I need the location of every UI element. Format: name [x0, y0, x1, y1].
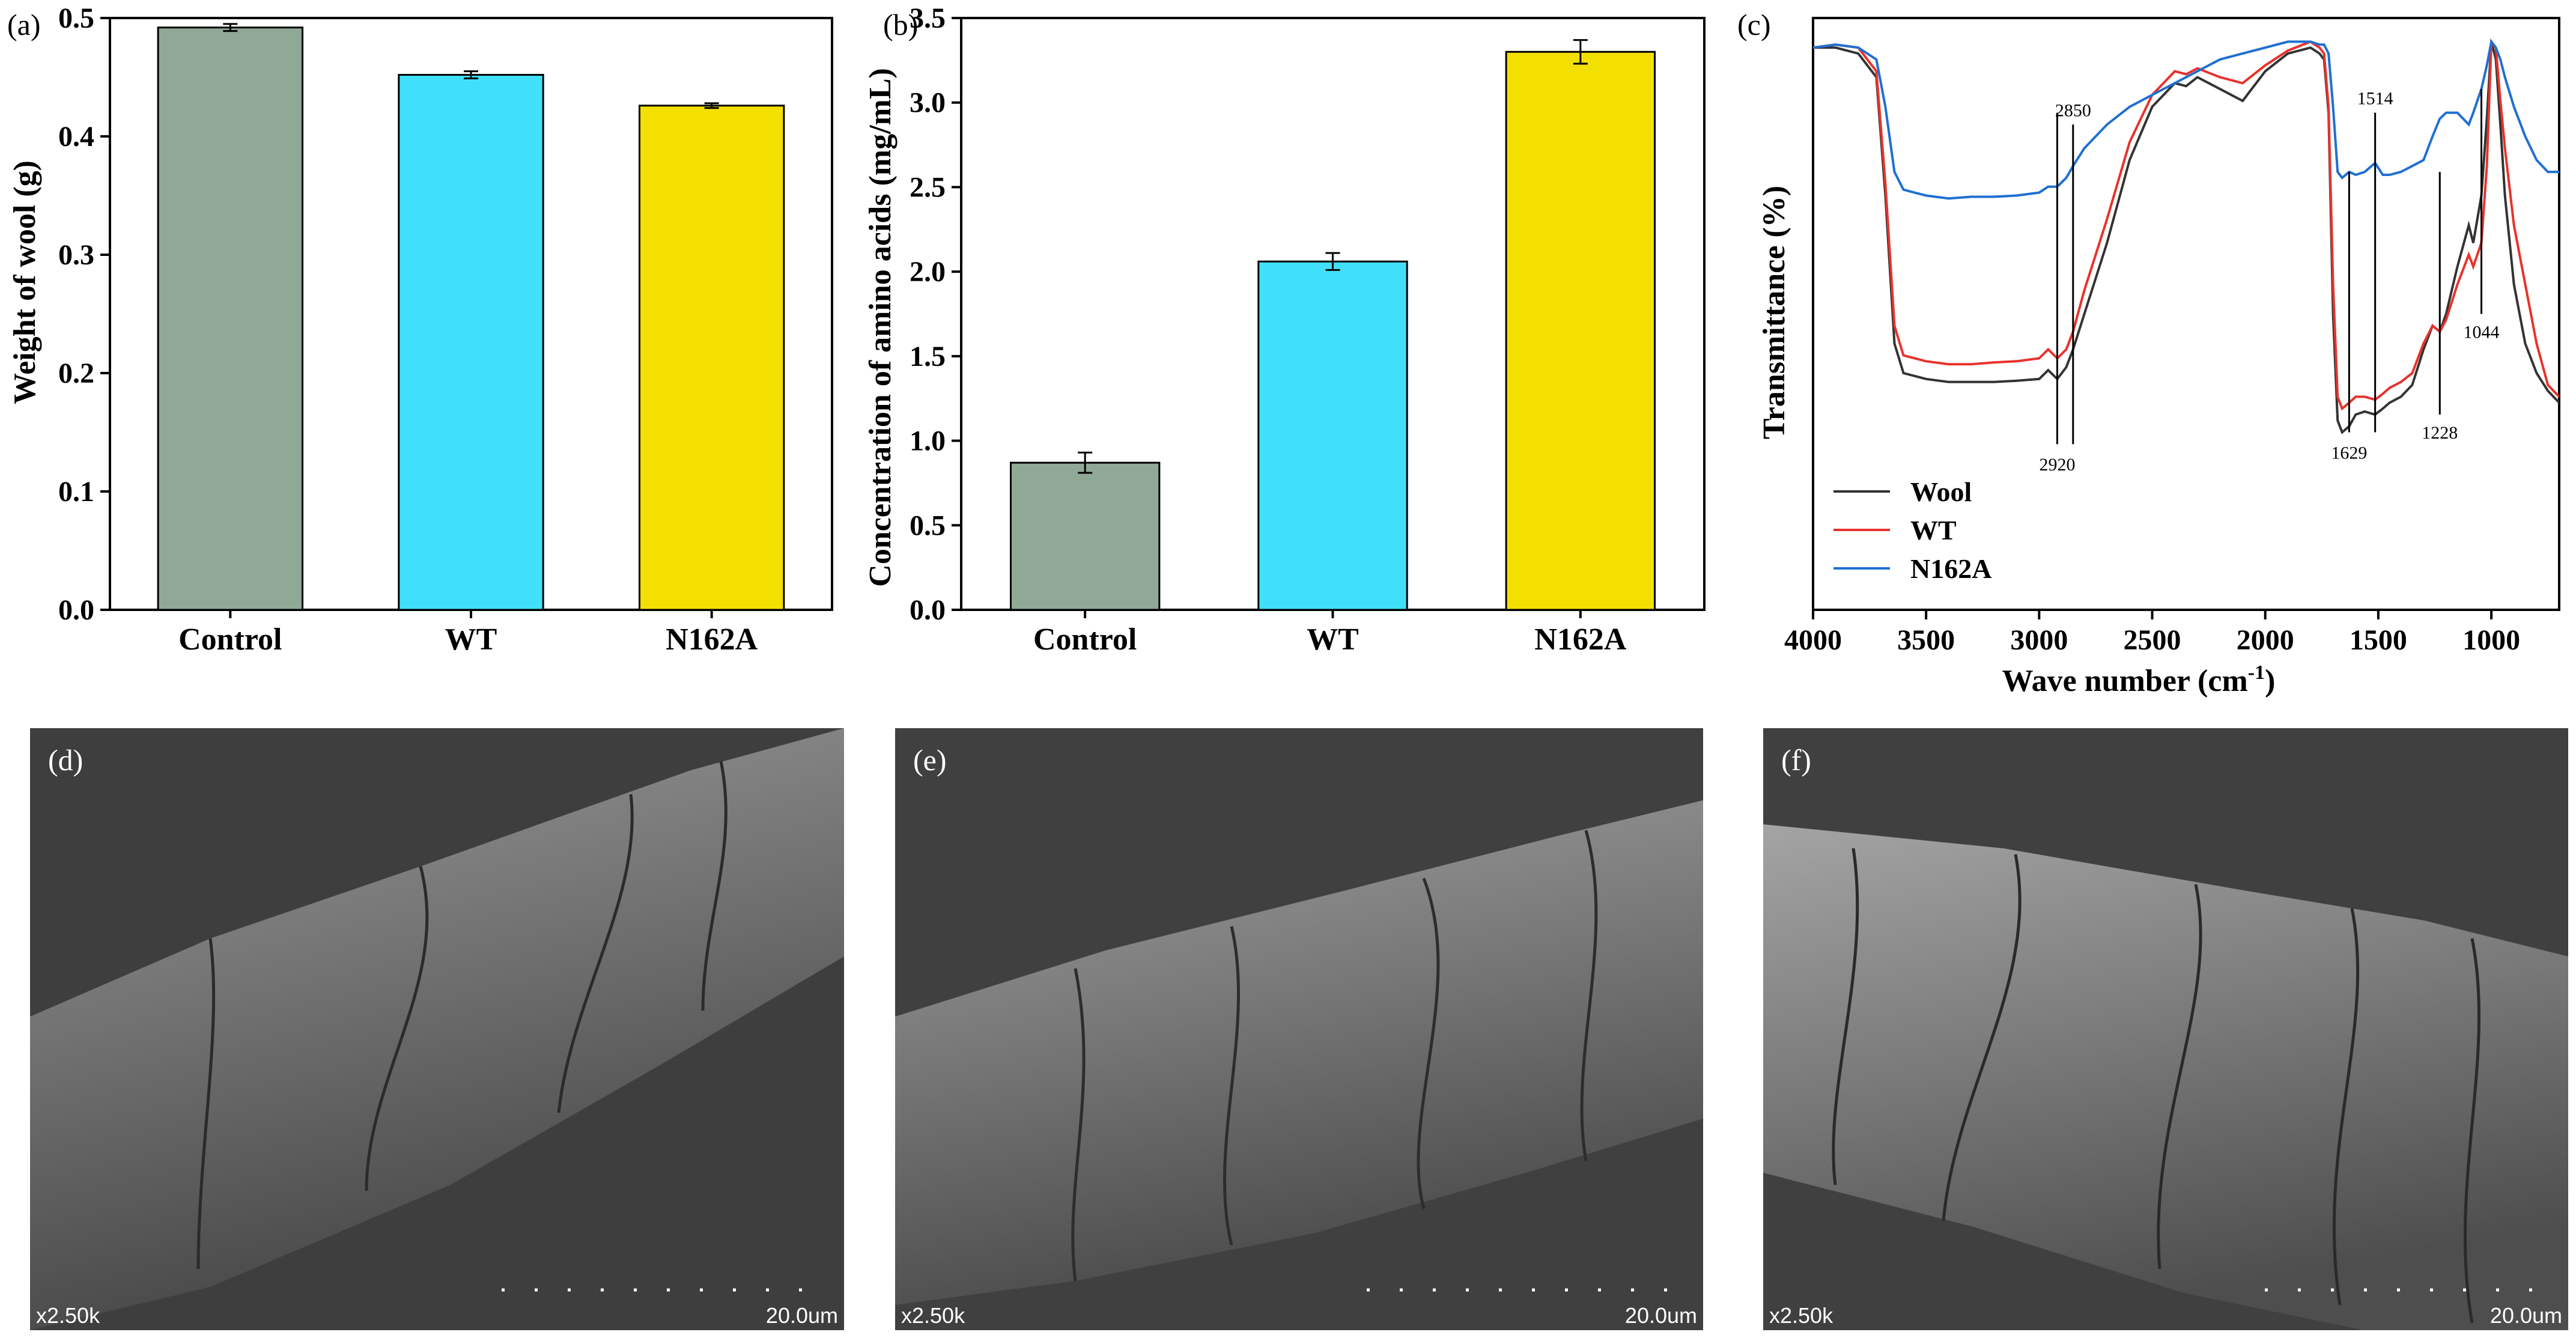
- sem-image-d: (d) x2.50k 20.0um: [30, 728, 844, 1330]
- y-tick-label: 2.5: [910, 171, 946, 203]
- bar-control: [1009, 461, 1161, 611]
- magnification-f: x2.50k: [1769, 1303, 1833, 1328]
- y-tick-label: 0.4: [58, 121, 94, 153]
- panel-label-b: (b): [883, 8, 918, 41]
- x-tick-label: 1500: [2350, 624, 2407, 656]
- sem-image-e: (e) x2.50k 20.0um: [895, 728, 1703, 1330]
- peak-label-1228: 1228: [2422, 423, 2458, 443]
- panel-label-c: (c): [1737, 8, 1771, 41]
- scale-bar-label-d: 20.0um: [766, 1303, 838, 1328]
- peak-label-1514: 1514: [2357, 89, 2393, 109]
- bar-n162a: [1505, 50, 1656, 611]
- legend-label-n162a: N162A: [1910, 553, 1991, 584]
- y-tick-label: 3.5: [910, 2, 946, 34]
- peak-label-2920: 2920: [2039, 455, 2075, 475]
- panel-label-a: (a): [7, 8, 41, 41]
- cuticle-scale-edges: [196, 761, 728, 1270]
- wool-fiber: [1763, 824, 2568, 1330]
- wool-fiber: [30, 728, 844, 1330]
- x-tick-label: 1000: [2462, 624, 2520, 656]
- magnification-e: x2.50k: [901, 1303, 965, 1328]
- x-tick-label-control: Control: [1033, 622, 1137, 657]
- spectrum-line-wt: [1813, 38, 2559, 411]
- sem-image-f: (f) x2.50k 20.0um: [1763, 728, 2568, 1330]
- plot-frame: [1812, 17, 2560, 611]
- cuticle-scale-edges: [1832, 848, 2480, 1324]
- peak-label-1629: 1629: [2331, 443, 2367, 463]
- x-tick-label: 2000: [2237, 624, 2294, 656]
- y-tick-label: 0.5: [910, 509, 946, 541]
- ftir-spectrum-chart: (c) Transmittance (%) Wave number (cm-1)…: [1737, 8, 2560, 698]
- x-tick-label-control: Control: [178, 622, 282, 657]
- scale-bar-label-e: 20.0um: [1625, 1303, 1697, 1328]
- sem-label-e: (e): [913, 743, 947, 777]
- magnification-d: x2.50k: [36, 1303, 100, 1328]
- bar-control: [157, 26, 304, 611]
- y-tick-label: 3.0: [910, 87, 946, 119]
- y-axis-title-a: Weight of wool (g): [8, 160, 42, 404]
- bar-wt: [1257, 260, 1408, 611]
- bar-wt: [398, 74, 544, 611]
- scale-bar-label-f: 20.0um: [2490, 1303, 2562, 1328]
- cuticle-scale-edges: [1071, 830, 1598, 1282]
- wool-fiber: [895, 800, 1703, 1305]
- y-tick-label: 0.3: [58, 239, 94, 271]
- bar-n162a: [638, 105, 785, 611]
- y-tick-label: 2.0: [910, 256, 946, 288]
- x-tick-label: 3000: [2010, 624, 2068, 656]
- peak-label-2850: 2850: [2055, 100, 2091, 120]
- y-tick-label: 0.0: [58, 594, 94, 626]
- sem-label-f: (f): [1781, 743, 1811, 777]
- spectrum-line-n162a: [1813, 38, 2559, 200]
- y-axis-title-b: Concentration of amino acids (mg/mL): [863, 68, 898, 587]
- y-tick-label: 0.5: [58, 2, 94, 34]
- peak-label-1044: 1044: [2464, 323, 2500, 342]
- y-tick-label: 0.1: [58, 476, 94, 508]
- y-axis-title-c: Transmittance (%): [1757, 186, 1791, 439]
- y-tick-label: 1.5: [910, 341, 946, 372]
- y-tick-label: 1.0: [910, 425, 946, 457]
- x-tick-label: 3500: [1897, 624, 1955, 656]
- y-tick-label: 0.2: [58, 357, 94, 389]
- y-tick-label: 0.0: [910, 594, 946, 626]
- x-tick-label-n162a: N162A: [666, 622, 758, 657]
- legend-label-wt: WT: [1910, 515, 1957, 546]
- spectrum-line-wool: [1813, 41, 2559, 434]
- x-tick-label-n162a: N162A: [1534, 622, 1627, 657]
- x-tick-label-wt: WT: [1307, 622, 1359, 657]
- x-tick-label: 4000: [1784, 624, 1842, 656]
- bar-chart-amino-acids: (b) Concentration of amino acids (mg/mL)…: [863, 2, 1706, 657]
- legend-label-wool: Wool: [1910, 476, 1972, 507]
- x-axis-title-c: Wave number (cm-1): [2002, 661, 2276, 698]
- x-tick-label-wt: WT: [445, 622, 497, 657]
- sem-label-d: (d): [48, 743, 83, 777]
- x-tick-label: 2500: [2124, 624, 2181, 656]
- bar-chart-weight-of-wool: (a) Weight of wool (g) 0.0 0.1 0.2 0.3 0.4 0.…: [7, 2, 833, 657]
